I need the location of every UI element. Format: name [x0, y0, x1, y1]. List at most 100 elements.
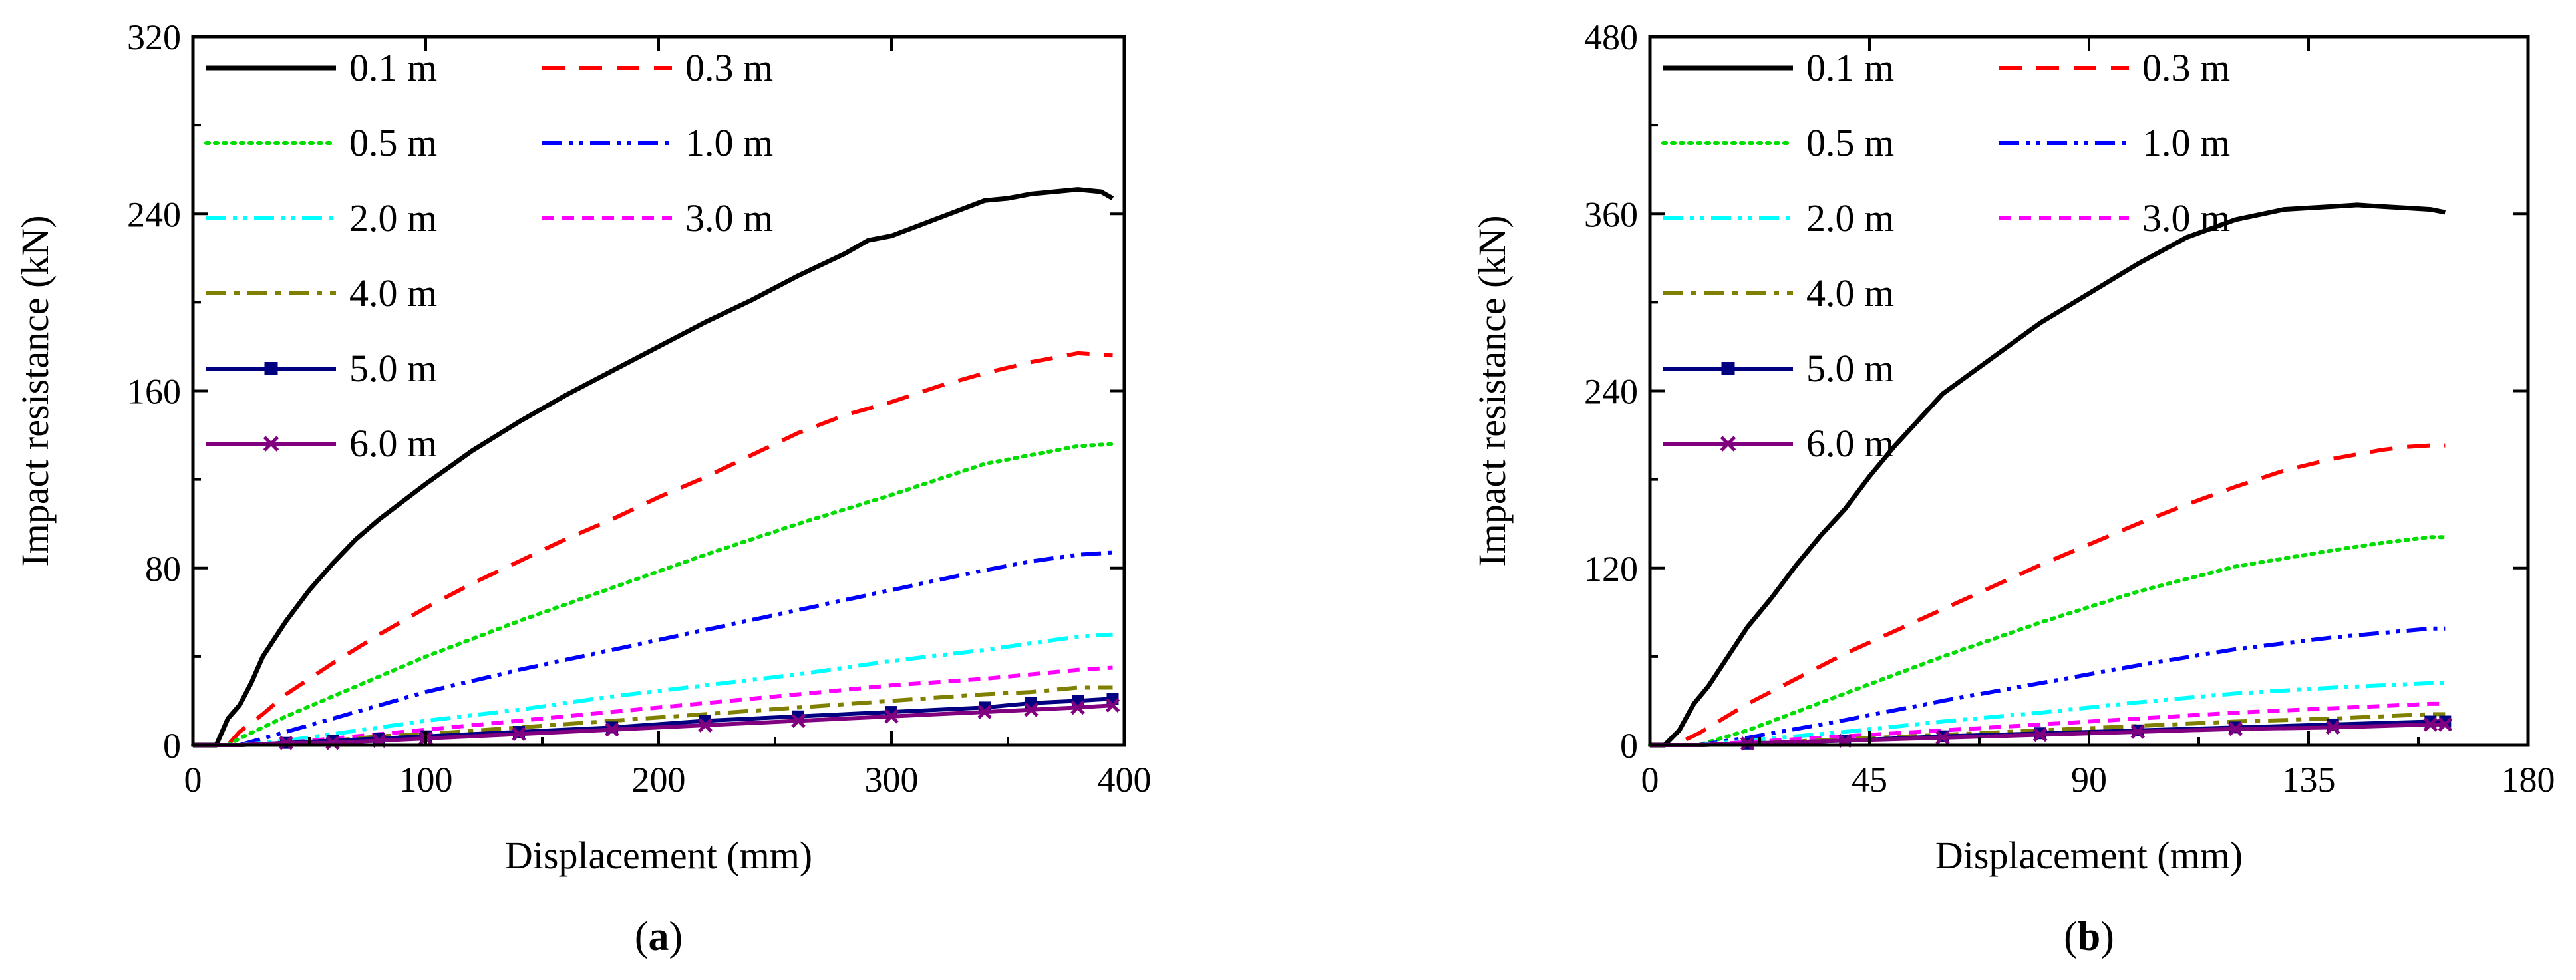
series-line-0-5-m: [1648, 535, 2448, 747]
series-marker: [512, 727, 526, 742]
series-marker: [2228, 721, 2243, 736]
series-line-6-0-m: [1650, 722, 2446, 747]
legend-entry: 0.3 m: [1999, 46, 2230, 89]
x-tick-label: 0: [184, 760, 202, 800]
y-tick-label: 360: [1584, 194, 1638, 234]
x-tick-label: 200: [632, 760, 686, 800]
series-line-2-0-m: [193, 632, 1113, 747]
panel-label: (a): [635, 914, 683, 959]
legend-label: 0.5 m: [1806, 121, 1894, 164]
y-axis-title: Impact resistance (kN): [13, 215, 57, 566]
legend-entry: 4.0 m: [206, 271, 437, 315]
legend-label: 5.0 m: [1806, 347, 1894, 390]
legend-entry: 0.1 m: [1663, 46, 1894, 89]
y-tick-label: 240: [127, 194, 181, 234]
legend-entry: 0.1 m: [206, 46, 437, 89]
legend-label: 3.0 m: [2142, 196, 2230, 240]
series-marker: [2130, 725, 2146, 739]
legend-entry: 5.0 m: [206, 347, 437, 390]
x-tick-label: 0: [1641, 760, 1659, 800]
legend-label: 4.0 m: [349, 271, 437, 315]
legend-entry: 0.3 m: [542, 46, 773, 89]
x-axis-title: Displacement (mm): [505, 834, 812, 877]
legend-entry: 4.0 m: [1663, 271, 1894, 315]
series-marker: [884, 709, 899, 724]
series-marker: [1105, 698, 1120, 713]
x-tick-label: 135: [2282, 760, 2336, 800]
series-marker: [2032, 727, 2048, 742]
legend-label: 0.1 m: [349, 46, 437, 89]
series-marker: [1024, 702, 1039, 717]
series-line-0-5-m: [191, 442, 1115, 747]
legend-marker: [1720, 436, 1736, 452]
y-tick-label: 80: [145, 549, 181, 589]
legend-label: 0.1 m: [1806, 46, 1894, 89]
plot-frame: [1648, 35, 2530, 747]
series-marker: [1935, 731, 1950, 745]
series-line-4-0-m: [1650, 712, 2446, 747]
legend-label: 2.0 m: [349, 196, 437, 240]
series-marker: [1070, 700, 1085, 715]
legend-label: 5.0 m: [349, 347, 437, 390]
legend-label: 2.0 m: [1806, 196, 1894, 240]
legend-label: 0.3 m: [2142, 46, 2230, 89]
legend-marker: [263, 436, 279, 452]
x-axis-title: Displacement (mm): [1935, 834, 2243, 877]
legend-entry: 6.0 m: [1663, 422, 1894, 465]
y-tick-label: 320: [127, 17, 181, 57]
legend-entry: 2.0 m: [1663, 196, 1894, 240]
legend-label: 0.3 m: [685, 46, 773, 89]
series-marker: [605, 722, 619, 737]
y-tick-label: 0: [163, 726, 181, 766]
legend-entry: 6.0 m: [206, 422, 437, 465]
y-tick-label: 120: [1584, 549, 1638, 589]
panel-b: 0 45 90 135 180 0 120 240 360 480 Displacement (mm…: [1470, 17, 2555, 959]
series-line-0-3-m: [1650, 443, 2446, 747]
y-tick-label: 160: [127, 372, 181, 412]
legend-entry: 1.0 m: [542, 121, 773, 164]
x-tick-label: 300: [865, 760, 919, 800]
x-tick-label: 45: [1852, 760, 1887, 800]
series-line-0-1-m: [193, 187, 1114, 748]
legend-entry: 3.0 m: [542, 196, 773, 240]
series-line-1-0-m: [1650, 626, 2446, 747]
legend-marker: [1721, 362, 1735, 375]
series-line-4-0-m: [193, 685, 1113, 747]
legend-entry: 2.0 m: [206, 196, 437, 240]
series-line-2-0-m: [1650, 681, 2446, 747]
y-tick-label: 480: [1584, 17, 1638, 57]
x-tick-label: 90: [2071, 760, 2107, 800]
series-marker: [2423, 717, 2438, 732]
panel-label: (b): [2064, 914, 2114, 959]
legend-entry: 0.5 m: [1661, 121, 1894, 164]
series-marker: [977, 705, 992, 719]
legend-label: 1.0 m: [685, 121, 773, 164]
x-tick-label: 400: [1098, 760, 1152, 800]
series-line-0-1-m: [1650, 202, 2446, 748]
legend-label: 4.0 m: [1806, 271, 1894, 315]
series-marker: [791, 713, 806, 729]
series-marker: [325, 735, 340, 750]
series-marker: [698, 718, 713, 733]
legend-marker: [264, 362, 278, 375]
legend-entry: 0.5 m: [204, 121, 437, 164]
y-axis-title: Impact resistance (kN): [1470, 215, 1514, 566]
x-tick-label: 180: [2501, 760, 2555, 800]
x-tick-label: 100: [399, 760, 453, 800]
legend-label: 6.0 m: [1806, 422, 1894, 465]
series-line-1-0-m: [193, 550, 1113, 747]
y-tick-label: 240: [1584, 372, 1638, 412]
series-marker: [2438, 717, 2453, 732]
series-line-0-3-m: [193, 351, 1113, 747]
y-tick-label: 0: [1620, 726, 1638, 766]
legend-label: 3.0 m: [685, 196, 773, 240]
series-marker: [2325, 720, 2340, 735]
legend-label: 0.5 m: [349, 121, 437, 164]
legend-label: 6.0 m: [349, 422, 437, 465]
legend-label: 1.0 m: [2142, 121, 2230, 164]
legend-entry: 1.0 m: [1999, 121, 2230, 164]
legend-entry: 5.0 m: [1663, 347, 1894, 390]
legend-entry: 3.0 m: [1999, 196, 2230, 240]
